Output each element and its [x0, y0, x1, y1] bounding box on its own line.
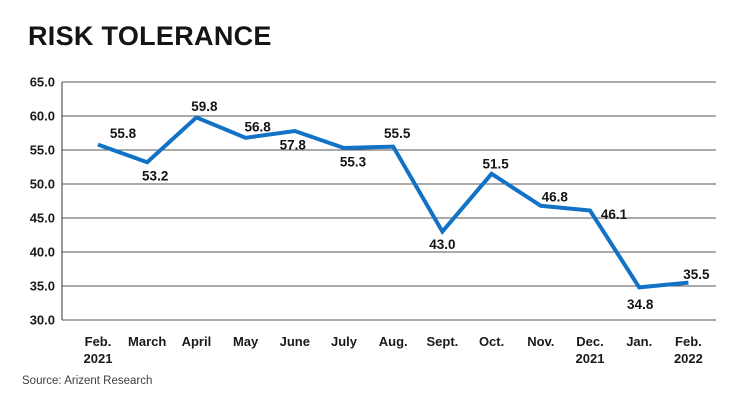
y-tick-label: 40.0	[30, 245, 55, 260]
chart-title: RISK TOLERANCE	[28, 21, 272, 51]
data-point-label: 55.3	[340, 154, 367, 169]
source-caption: Source: Arizent Research	[22, 375, 153, 387]
x-tick-label: Sept.	[427, 334, 459, 349]
data-point-label: 46.8	[542, 189, 569, 204]
x-tick-label: March	[128, 334, 166, 349]
y-tick-label: 55.0	[30, 143, 55, 158]
data-point-label: 34.8	[627, 297, 654, 312]
x-tick-label: 2021	[84, 351, 113, 366]
x-tick-label: Nov.	[527, 334, 554, 349]
data-point-label: 56.8	[244, 119, 271, 134]
y-tick-label: 30.0	[30, 313, 55, 328]
x-tick-label: Jan.	[626, 334, 652, 349]
data-point-label: 57.8	[280, 137, 307, 152]
x-tick-label: July	[331, 334, 358, 349]
x-tick-label: Dec.	[576, 334, 603, 349]
data-line	[97, 115, 689, 290]
y-tick-label: 45.0	[30, 211, 55, 226]
x-tick-label: June	[280, 334, 310, 349]
x-tick-label: May	[233, 334, 259, 349]
y-tick-label: 65.0	[30, 75, 55, 90]
data-point-label: 53.2	[142, 169, 168, 184]
x-tick-label: Oct.	[479, 334, 504, 349]
data-point-label: 55.8	[110, 126, 137, 141]
y-tick-label: 50.0	[30, 177, 55, 192]
data-point-label: 43.0	[429, 237, 455, 252]
x-tick-label: Feb.	[675, 334, 702, 349]
x-tick-label: 2021	[576, 351, 605, 366]
x-tick-label: April	[182, 334, 212, 349]
x-tick-label: Feb.	[85, 334, 112, 349]
y-tick-label: 35.0	[30, 279, 55, 294]
data-point-label: 55.5	[384, 126, 411, 141]
x-tick-label: 2022	[674, 351, 703, 366]
data-point-label: 35.5	[683, 267, 710, 282]
y-tick-label: 60.0	[30, 109, 55, 124]
data-point-label: 51.5	[482, 156, 509, 171]
data-point-label: 46.1	[601, 207, 628, 222]
data-point-label: 59.8	[191, 99, 218, 114]
x-tick-label: Aug.	[379, 334, 408, 349]
